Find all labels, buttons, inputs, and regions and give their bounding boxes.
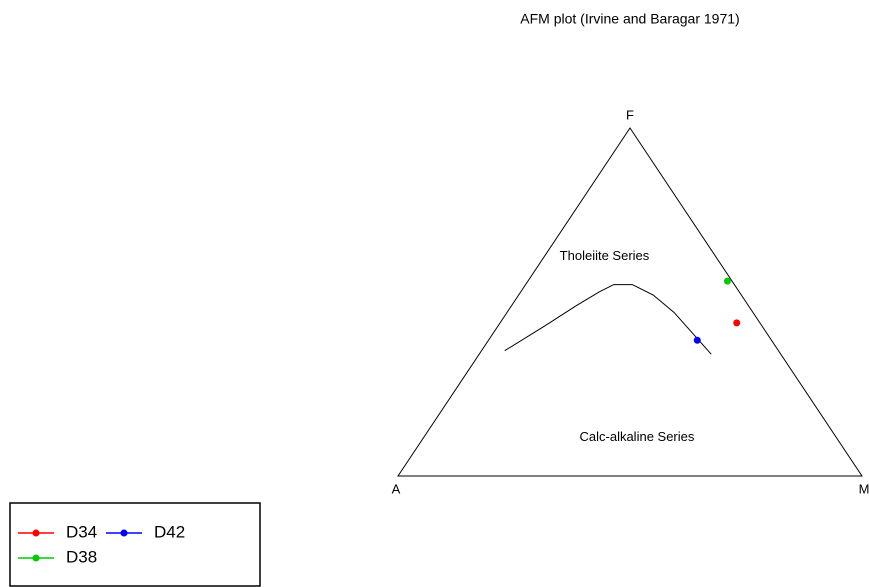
legend-label: D38 bbox=[66, 547, 97, 566]
data-point bbox=[723, 277, 731, 285]
legend bbox=[9, 502, 261, 587]
vertex-label: A bbox=[392, 481, 401, 496]
data-point bbox=[693, 336, 701, 344]
region-label: Calc-alkaline Series bbox=[580, 429, 695, 444]
chart-title: AFM plot (Irvine and Baragar 1971) bbox=[520, 11, 739, 27]
data-point bbox=[733, 319, 741, 327]
vertex-label: F bbox=[626, 107, 634, 122]
legend-label: D42 bbox=[154, 522, 185, 541]
triangle bbox=[397, 127, 863, 477]
legend-label: D34 bbox=[66, 522, 97, 541]
legend-marker bbox=[120, 529, 128, 537]
boundary-line bbox=[504, 284, 712, 355]
legend-marker bbox=[32, 529, 40, 537]
vertex-label: M bbox=[859, 481, 869, 496]
region-label: Tholeiite Series bbox=[560, 248, 650, 263]
legend-marker bbox=[32, 554, 40, 562]
